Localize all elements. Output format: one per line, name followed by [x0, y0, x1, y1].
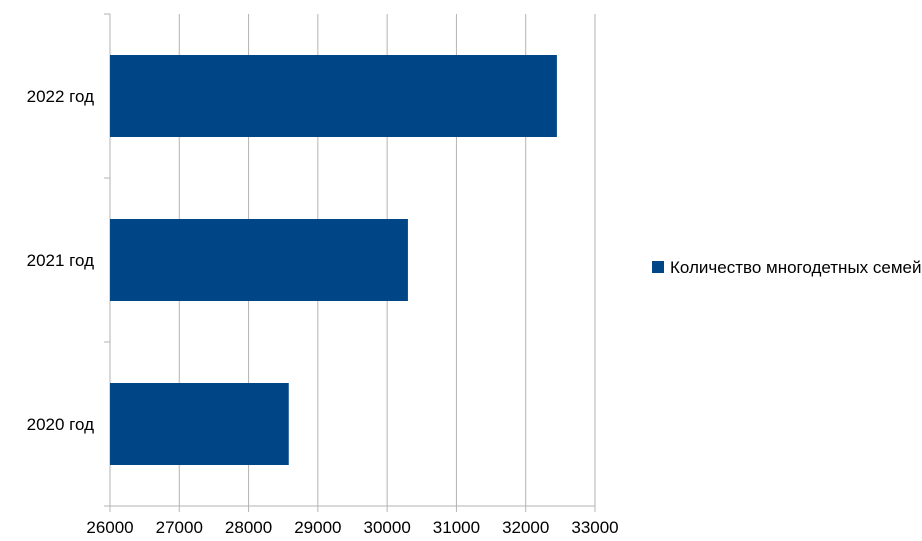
bar — [110, 55, 557, 137]
x-tick-label: 29000 — [294, 518, 341, 537]
legend-swatch — [652, 261, 664, 273]
legend-label: Количество многодетных семей — [670, 258, 922, 277]
x-tick-label: 28000 — [225, 518, 272, 537]
x-tick-label: 26000 — [86, 518, 133, 537]
category-label: 2020 год — [27, 415, 94, 434]
legend: Количество многодетных семей — [652, 258, 922, 278]
x-tick-label: 33000 — [571, 518, 618, 537]
category-label: 2022 год — [27, 87, 94, 106]
x-tick-label: 30000 — [364, 518, 411, 537]
x-tick-labels: 26000 27000 28000 29000 30000 31000 32000 33000 — [86, 518, 618, 537]
category-label: 2021 год — [27, 251, 94, 270]
x-tick-label: 31000 — [433, 518, 480, 537]
x-tick-label: 32000 — [502, 518, 549, 537]
y-category-labels: 2022 год 2021 год 2020 год — [27, 87, 94, 434]
bars — [110, 55, 557, 465]
bar — [110, 219, 408, 301]
x-tick-label: 27000 — [156, 518, 203, 537]
bar — [110, 383, 289, 465]
